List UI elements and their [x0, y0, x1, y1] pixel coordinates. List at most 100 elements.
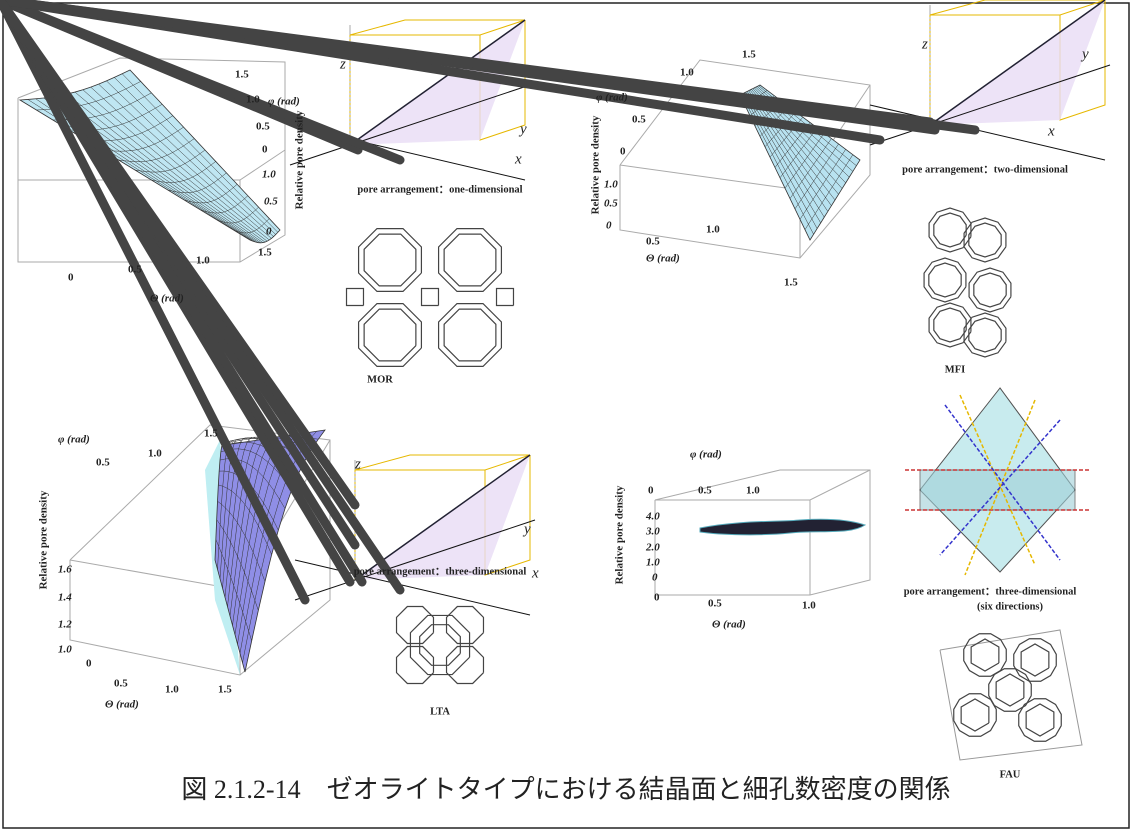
theta-tick: 1.0 [802, 600, 816, 612]
mesh-line [134, 149, 206, 173]
framework-ring [443, 308, 497, 362]
plot-box [69, 424, 331, 676]
z-tick: 2.0 [645, 542, 660, 554]
diagram-caption: pore arrangement：three-dimensional [354, 566, 527, 577]
diagram-caption: pore arrangement：two-dimensional [902, 164, 1068, 175]
framework-ring [1013, 638, 1057, 682]
axis-line [869, 64, 1111, 146]
diagram-caption: pore arrangement：three-dimensional [904, 586, 1077, 597]
axis-line [294, 559, 531, 616]
phi-tick: 1.0 [746, 485, 760, 497]
framework-ring [357, 302, 423, 368]
phi-label: φ (rad) [58, 434, 90, 446]
theta-label: Θ (rad) [105, 699, 139, 711]
axis-line [294, 519, 536, 601]
phi-label: φ (rad) [268, 96, 300, 108]
z-tick: 1.6 [58, 564, 72, 576]
theta-label: Θ (rad) [712, 619, 746, 631]
axis-letter: y [518, 121, 527, 137]
z-tick: 0 [266, 226, 272, 238]
mesh-line [789, 138, 832, 199]
framework-ring [960, 698, 990, 732]
framework-ring [970, 638, 1000, 672]
z-tick: 1.0 [262, 169, 276, 181]
phi-tick: 0.5 [698, 485, 712, 497]
z-tick: 1.0 [604, 179, 618, 191]
axis-letter: z [354, 456, 361, 472]
framework-ring [973, 272, 1007, 308]
z-tick: 1.0 [58, 644, 72, 656]
phi-label: φ (rad) [690, 449, 722, 461]
z-tick: 0 [606, 220, 612, 232]
phi-tick: 0 [620, 146, 626, 158]
framework-ring [357, 227, 423, 293]
mesh-line [151, 161, 216, 183]
mesh-line [121, 73, 279, 233]
framework-ring [968, 267, 1012, 313]
theta-tick: 1.0 [706, 224, 720, 236]
theta-tick: 0.5 [114, 678, 128, 690]
theta-tick: 0.5 [128, 264, 142, 276]
mesh-line [90, 86, 270, 241]
phi-tick: 0 [648, 485, 654, 497]
theta-tick: 1.0 [196, 255, 210, 267]
plot-box [17, 57, 286, 263]
cube-edge [929, 0, 1106, 16]
plot-box [654, 469, 871, 596]
plot-box [619, 59, 871, 259]
framework-ring [345, 287, 365, 307]
phi-label: φ (rad) [596, 92, 628, 104]
pore-tube [0, 0, 980, 135]
theta-label: Θ (rad) [646, 253, 680, 265]
structure-name: MOR [367, 374, 393, 385]
vector [929, 0, 1106, 126]
z-label: Relative pore density [294, 110, 306, 209]
mesh-line [804, 154, 854, 230]
phi-tick: 0.5 [256, 121, 270, 133]
theta-tick: 0.5 [708, 598, 722, 610]
theta-tick: 0 [68, 272, 74, 284]
framework-ring [988, 668, 1032, 712]
framework-ring [963, 633, 1007, 677]
phi-tick: 1.5 [204, 428, 218, 440]
mesh-line [98, 83, 272, 239]
framework-ring [928, 207, 972, 253]
cube-edge [354, 454, 531, 471]
axis-letter: x [514, 151, 522, 167]
z-label: Relative pore density [614, 485, 626, 584]
mesh-line [799, 149, 846, 220]
axis-letter: z [921, 36, 928, 52]
phi-tick: 0.5 [632, 114, 646, 126]
phi-tick: 1.0 [246, 94, 260, 106]
mesh-line [106, 80, 274, 237]
theta-tick: 1.0 [165, 684, 179, 696]
theta-tick: 0.5 [646, 236, 660, 248]
framework-ring [363, 308, 417, 362]
diagram-caption-2: (six directions) [977, 601, 1044, 612]
phi-tick: 1.0 [148, 448, 162, 460]
z-tick: 0.5 [264, 196, 278, 208]
vector [349, 19, 526, 146]
framework-ring [495, 287, 515, 307]
axis-letter: x [1047, 123, 1055, 139]
framework-ring [968, 222, 1002, 258]
z-tick: 1.4 [58, 592, 72, 604]
framework-ring [437, 302, 503, 368]
theta-tick: 0 [654, 592, 660, 604]
framework-ring [363, 233, 417, 287]
phi-tick: 0.5 [96, 457, 110, 469]
framework-ring [443, 233, 497, 287]
phi-tick: 1.0 [680, 67, 694, 79]
theta-tick: 1.5 [784, 277, 798, 289]
axis-letter: y [1080, 46, 1089, 62]
theta-tick: 1.5 [258, 247, 272, 259]
framework-ring [419, 624, 461, 666]
mesh-line [233, 218, 270, 234]
pore-tube [0, 0, 310, 605]
direction-arrow [944, 404, 1061, 561]
z-tick: 1.0 [646, 557, 660, 569]
axis-line [869, 104, 1106, 161]
phi-tick: 0 [262, 144, 268, 156]
direction-arrow [964, 399, 1036, 576]
